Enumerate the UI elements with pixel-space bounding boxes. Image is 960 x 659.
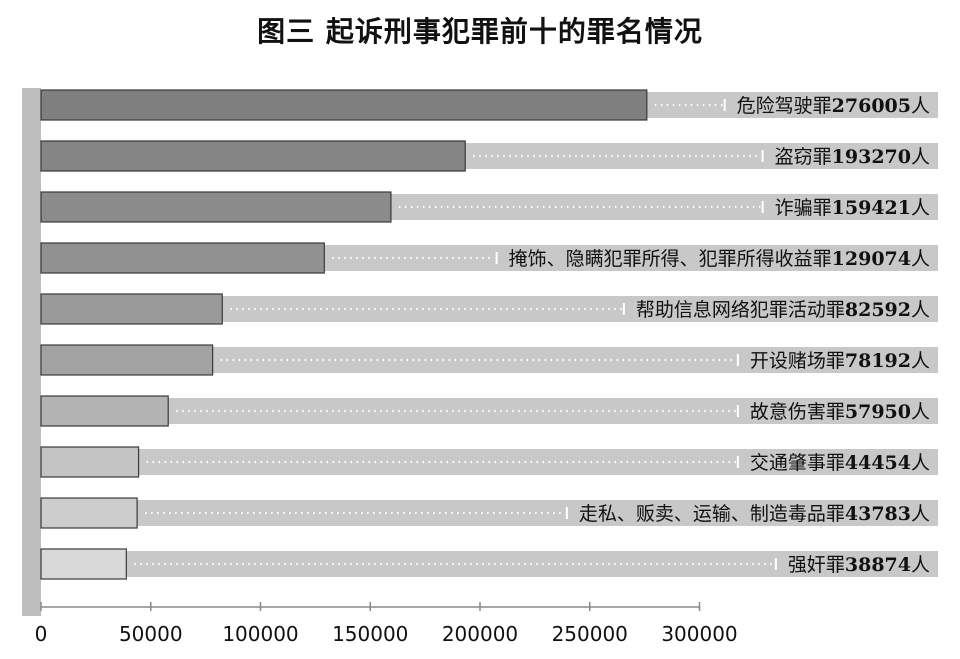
bar — [40, 191, 392, 223]
x-tick-label: 0 — [35, 622, 48, 646]
bar-category: 掩饰、隐瞒犯罪所得、犯罪所得收益罪 — [509, 248, 832, 270]
bar-category: 强奸罪 — [788, 554, 845, 576]
bar-unit: 人 — [911, 350, 930, 372]
bar-unit: 人 — [911, 452, 930, 474]
x-tick-label: 100000 — [222, 622, 298, 646]
bar — [40, 140, 466, 172]
bar — [40, 293, 223, 325]
bar-unit: 人 — [911, 197, 930, 219]
bar — [40, 548, 127, 580]
x-tick-label: 150000 — [332, 622, 408, 646]
bar-label: 掩饰、隐瞒犯罪所得、犯罪所得收益罪129074人 — [509, 248, 930, 270]
bar-label: 强奸罪38874人 — [788, 554, 930, 576]
bar-value: 129074 — [832, 248, 911, 270]
bar-category: 帮助信息网络犯罪活动罪 — [636, 299, 845, 321]
y-axis-band — [22, 88, 41, 616]
bar-unit: 人 — [911, 554, 930, 576]
bar-value: 57950 — [845, 401, 911, 423]
x-tick-label: 300000 — [661, 622, 737, 646]
x-tick-label: 250000 — [552, 622, 628, 646]
bar-unit: 人 — [911, 503, 930, 525]
x-tick-label: 200000 — [442, 622, 518, 646]
bar-value: 43783 — [845, 503, 911, 525]
chart-title: 图三 起诉刑事犯罪前十的罪名情况 — [257, 15, 703, 48]
bar-label: 开设赌场罪78192人 — [750, 350, 930, 372]
bar-category: 走私、贩卖、运输、制造毒品罪 — [579, 503, 845, 525]
bar-value: 78192 — [845, 350, 911, 372]
bar-category: 诈骗罪 — [775, 197, 832, 219]
plot-area: 危险驾驶罪276005人盗窃罪193270人诈骗罪159421人掩饰、隐瞒犯罪所… — [22, 88, 938, 646]
bar-label: 故意伤害罪57950人 — [750, 401, 930, 423]
bar-value: 193270 — [832, 146, 911, 168]
bar — [40, 89, 648, 121]
bar-label: 走私、贩卖、运输、制造毒品罪43783人 — [579, 503, 930, 525]
bar-unit: 人 — [911, 401, 930, 423]
bar-unit: 人 — [911, 248, 930, 270]
bar-category: 危险驾驶罪 — [737, 95, 832, 117]
bar-category: 故意伤害罪 — [750, 401, 845, 423]
bar — [40, 395, 169, 427]
bar-value: 38874 — [845, 554, 911, 576]
bar-label: 诈骗罪159421人 — [775, 197, 930, 219]
bar-unit: 人 — [911, 146, 930, 168]
bar-label: 危险驾驶罪276005人 — [737, 95, 930, 117]
bar-label: 盗窃罪193270人 — [775, 146, 930, 168]
bar — [40, 344, 214, 376]
bar-unit: 人 — [911, 299, 930, 321]
bar — [40, 242, 325, 274]
bar-value: 276005 — [832, 95, 911, 117]
bar-category: 开设赌场罪 — [750, 350, 845, 372]
x-tick-label: 50000 — [119, 622, 183, 646]
bar-value: 82592 — [845, 299, 911, 321]
bar-value: 159421 — [832, 197, 911, 219]
bar-unit: 人 — [911, 95, 930, 117]
bar-track — [41, 500, 938, 526]
bar-value: 44454 — [845, 452, 911, 474]
bar — [40, 497, 138, 529]
bar-label: 帮助信息网络犯罪活动罪82592人 — [636, 299, 930, 321]
bar-label: 交通肇事罪44454人 — [750, 452, 930, 474]
bar-category: 盗窃罪 — [775, 146, 832, 168]
bar — [40, 446, 140, 478]
bar-category: 交通肇事罪 — [750, 452, 845, 474]
